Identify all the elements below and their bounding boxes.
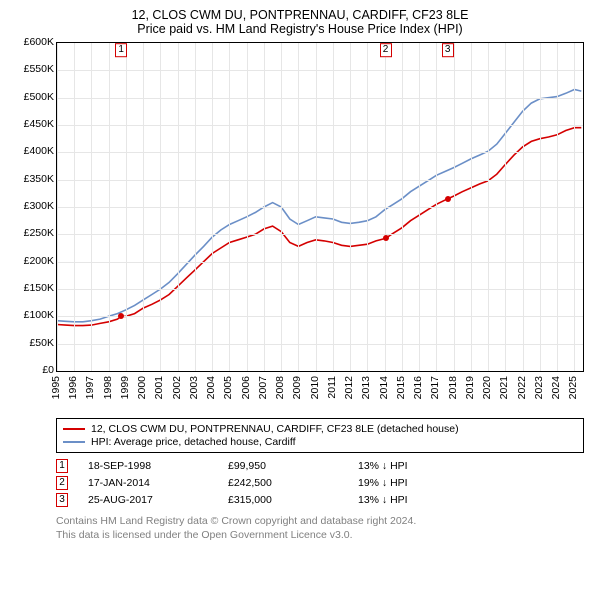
x-tick-label: 2009 bbox=[291, 376, 303, 399]
chart-title-main: 12, CLOS CWM DU, PONTPRENNAU, CARDIFF, C… bbox=[10, 8, 590, 22]
y-tick-label: £100K bbox=[24, 309, 54, 321]
x-tick-label: 1995 bbox=[50, 376, 62, 399]
sale-date: 25-AUG-2017 bbox=[88, 494, 208, 506]
sale-row-marker: 3 bbox=[56, 493, 68, 507]
x-tick-label: 2019 bbox=[464, 376, 476, 399]
legend-swatch bbox=[63, 441, 85, 443]
x-tick-label: 2006 bbox=[240, 376, 252, 399]
sales-table: 1 18-SEP-1998 £99,950 13% ↓ HPI 2 17-JAN-2014… bbox=[56, 459, 584, 507]
y-tick-label: £400K bbox=[24, 145, 54, 157]
sale-marker-box: 3 bbox=[442, 43, 454, 57]
sale-date: 18-SEP-1998 bbox=[88, 460, 208, 472]
sale-price: £242,500 bbox=[228, 477, 338, 489]
x-tick-label: 2024 bbox=[550, 376, 562, 399]
x-tick-label: 2003 bbox=[188, 376, 200, 399]
legend: 12, CLOS CWM DU, PONTPRENNAU, CARDIFF, C… bbox=[56, 418, 584, 453]
x-tick-label: 2015 bbox=[395, 376, 407, 399]
x-tick-label: 2021 bbox=[498, 376, 510, 399]
footer-line2: This data is licensed under the Open Gov… bbox=[56, 529, 584, 543]
x-tick-label: 1997 bbox=[84, 376, 96, 399]
sale-diff: 19% ↓ HPI bbox=[358, 477, 458, 489]
y-tick-label: £500K bbox=[24, 91, 54, 103]
x-tick-label: 2017 bbox=[429, 376, 441, 399]
y-tick-label: £450K bbox=[24, 118, 54, 130]
sale-row: 2 17-JAN-2014 £242,500 19% ↓ HPI bbox=[56, 476, 584, 490]
y-tick-label: £550K bbox=[24, 63, 54, 75]
series-hpi bbox=[57, 90, 581, 322]
sale-diff: 13% ↓ HPI bbox=[358, 494, 458, 506]
y-tick-label: £600K bbox=[24, 36, 54, 48]
sale-diff: 13% ↓ HPI bbox=[358, 460, 458, 472]
y-tick-label: £50K bbox=[29, 337, 54, 349]
x-tick-label: 1996 bbox=[67, 376, 79, 399]
x-tick-label: 2023 bbox=[533, 376, 545, 399]
footer-line1: Contains HM Land Registry data © Crown c… bbox=[56, 515, 584, 529]
x-tick-label: 2002 bbox=[171, 376, 183, 399]
y-tick-label: £300K bbox=[24, 200, 54, 212]
sale-row-marker: 2 bbox=[56, 476, 68, 490]
y-tick-label: £150K bbox=[24, 282, 54, 294]
chart-container: 12, CLOS CWM DU, PONTPRENNAU, CARDIFF, C… bbox=[0, 0, 600, 548]
sale-row: 3 25-AUG-2017 £315,000 13% ↓ HPI bbox=[56, 493, 584, 507]
x-tick-label: 2008 bbox=[274, 376, 286, 399]
x-axis: 1995199619971998199920002001200220032004… bbox=[56, 374, 584, 414]
footer-note: Contains HM Land Registry data © Crown c… bbox=[56, 515, 584, 542]
plot-area: £0 £50K £100K £150K £200K £250K £300K £350K £400… bbox=[10, 42, 590, 414]
x-tick-label: 1998 bbox=[102, 376, 114, 399]
legend-label: HPI: Average price, detached house, Card… bbox=[91, 436, 296, 448]
y-tick-label: £350K bbox=[24, 173, 54, 185]
x-tick-label: 2012 bbox=[343, 376, 355, 399]
chart-box: 1 2 3 bbox=[56, 42, 584, 372]
x-tick-label: 2001 bbox=[153, 376, 165, 399]
x-tick-label: 2025 bbox=[567, 376, 579, 399]
x-tick-label: 2007 bbox=[257, 376, 269, 399]
x-tick-label: 2014 bbox=[378, 376, 390, 399]
legend-label: 12, CLOS CWM DU, PONTPRENNAU, CARDIFF, C… bbox=[91, 423, 459, 435]
chart-title-sub: Price paid vs. HM Land Registry's House … bbox=[10, 22, 590, 36]
sale-marker-box: 1 bbox=[115, 43, 127, 57]
sale-price: £315,000 bbox=[228, 494, 338, 506]
y-tick-label: £200K bbox=[24, 255, 54, 267]
x-tick-label: 2020 bbox=[481, 376, 493, 399]
x-tick-label: 2005 bbox=[222, 376, 234, 399]
sale-price: £99,950 bbox=[228, 460, 338, 472]
legend-row: HPI: Average price, detached house, Card… bbox=[63, 436, 577, 448]
x-tick-label: 2018 bbox=[447, 376, 459, 399]
legend-swatch bbox=[63, 428, 85, 430]
x-tick-label: 2010 bbox=[309, 376, 321, 399]
x-tick-label: 2011 bbox=[326, 376, 338, 399]
x-tick-label: 2016 bbox=[412, 376, 424, 399]
x-tick-label: 2004 bbox=[205, 376, 217, 399]
y-tick-label: £0 bbox=[42, 364, 54, 376]
x-tick-label: 1999 bbox=[119, 376, 131, 399]
chart-svg bbox=[57, 43, 583, 371]
y-axis: £0£50K£100K£150K£200K£250K£300K£350K£400… bbox=[10, 42, 56, 372]
x-tick-label: 2022 bbox=[516, 376, 528, 399]
sale-marker-dot bbox=[383, 235, 389, 241]
x-tick-label: 2000 bbox=[136, 376, 148, 399]
y-tick-label: £250K bbox=[24, 227, 54, 239]
sale-marker-dot bbox=[445, 196, 451, 202]
sale-marker-dot bbox=[118, 313, 124, 319]
series-price_paid bbox=[57, 128, 581, 326]
sale-marker-box: 2 bbox=[380, 43, 392, 57]
sale-row-marker: 1 bbox=[56, 459, 68, 473]
legend-row: 12, CLOS CWM DU, PONTPRENNAU, CARDIFF, C… bbox=[63, 423, 577, 435]
x-tick-label: 2013 bbox=[360, 376, 372, 399]
sale-row: 1 18-SEP-1998 £99,950 13% ↓ HPI bbox=[56, 459, 584, 473]
sale-date: 17-JAN-2014 bbox=[88, 477, 208, 489]
